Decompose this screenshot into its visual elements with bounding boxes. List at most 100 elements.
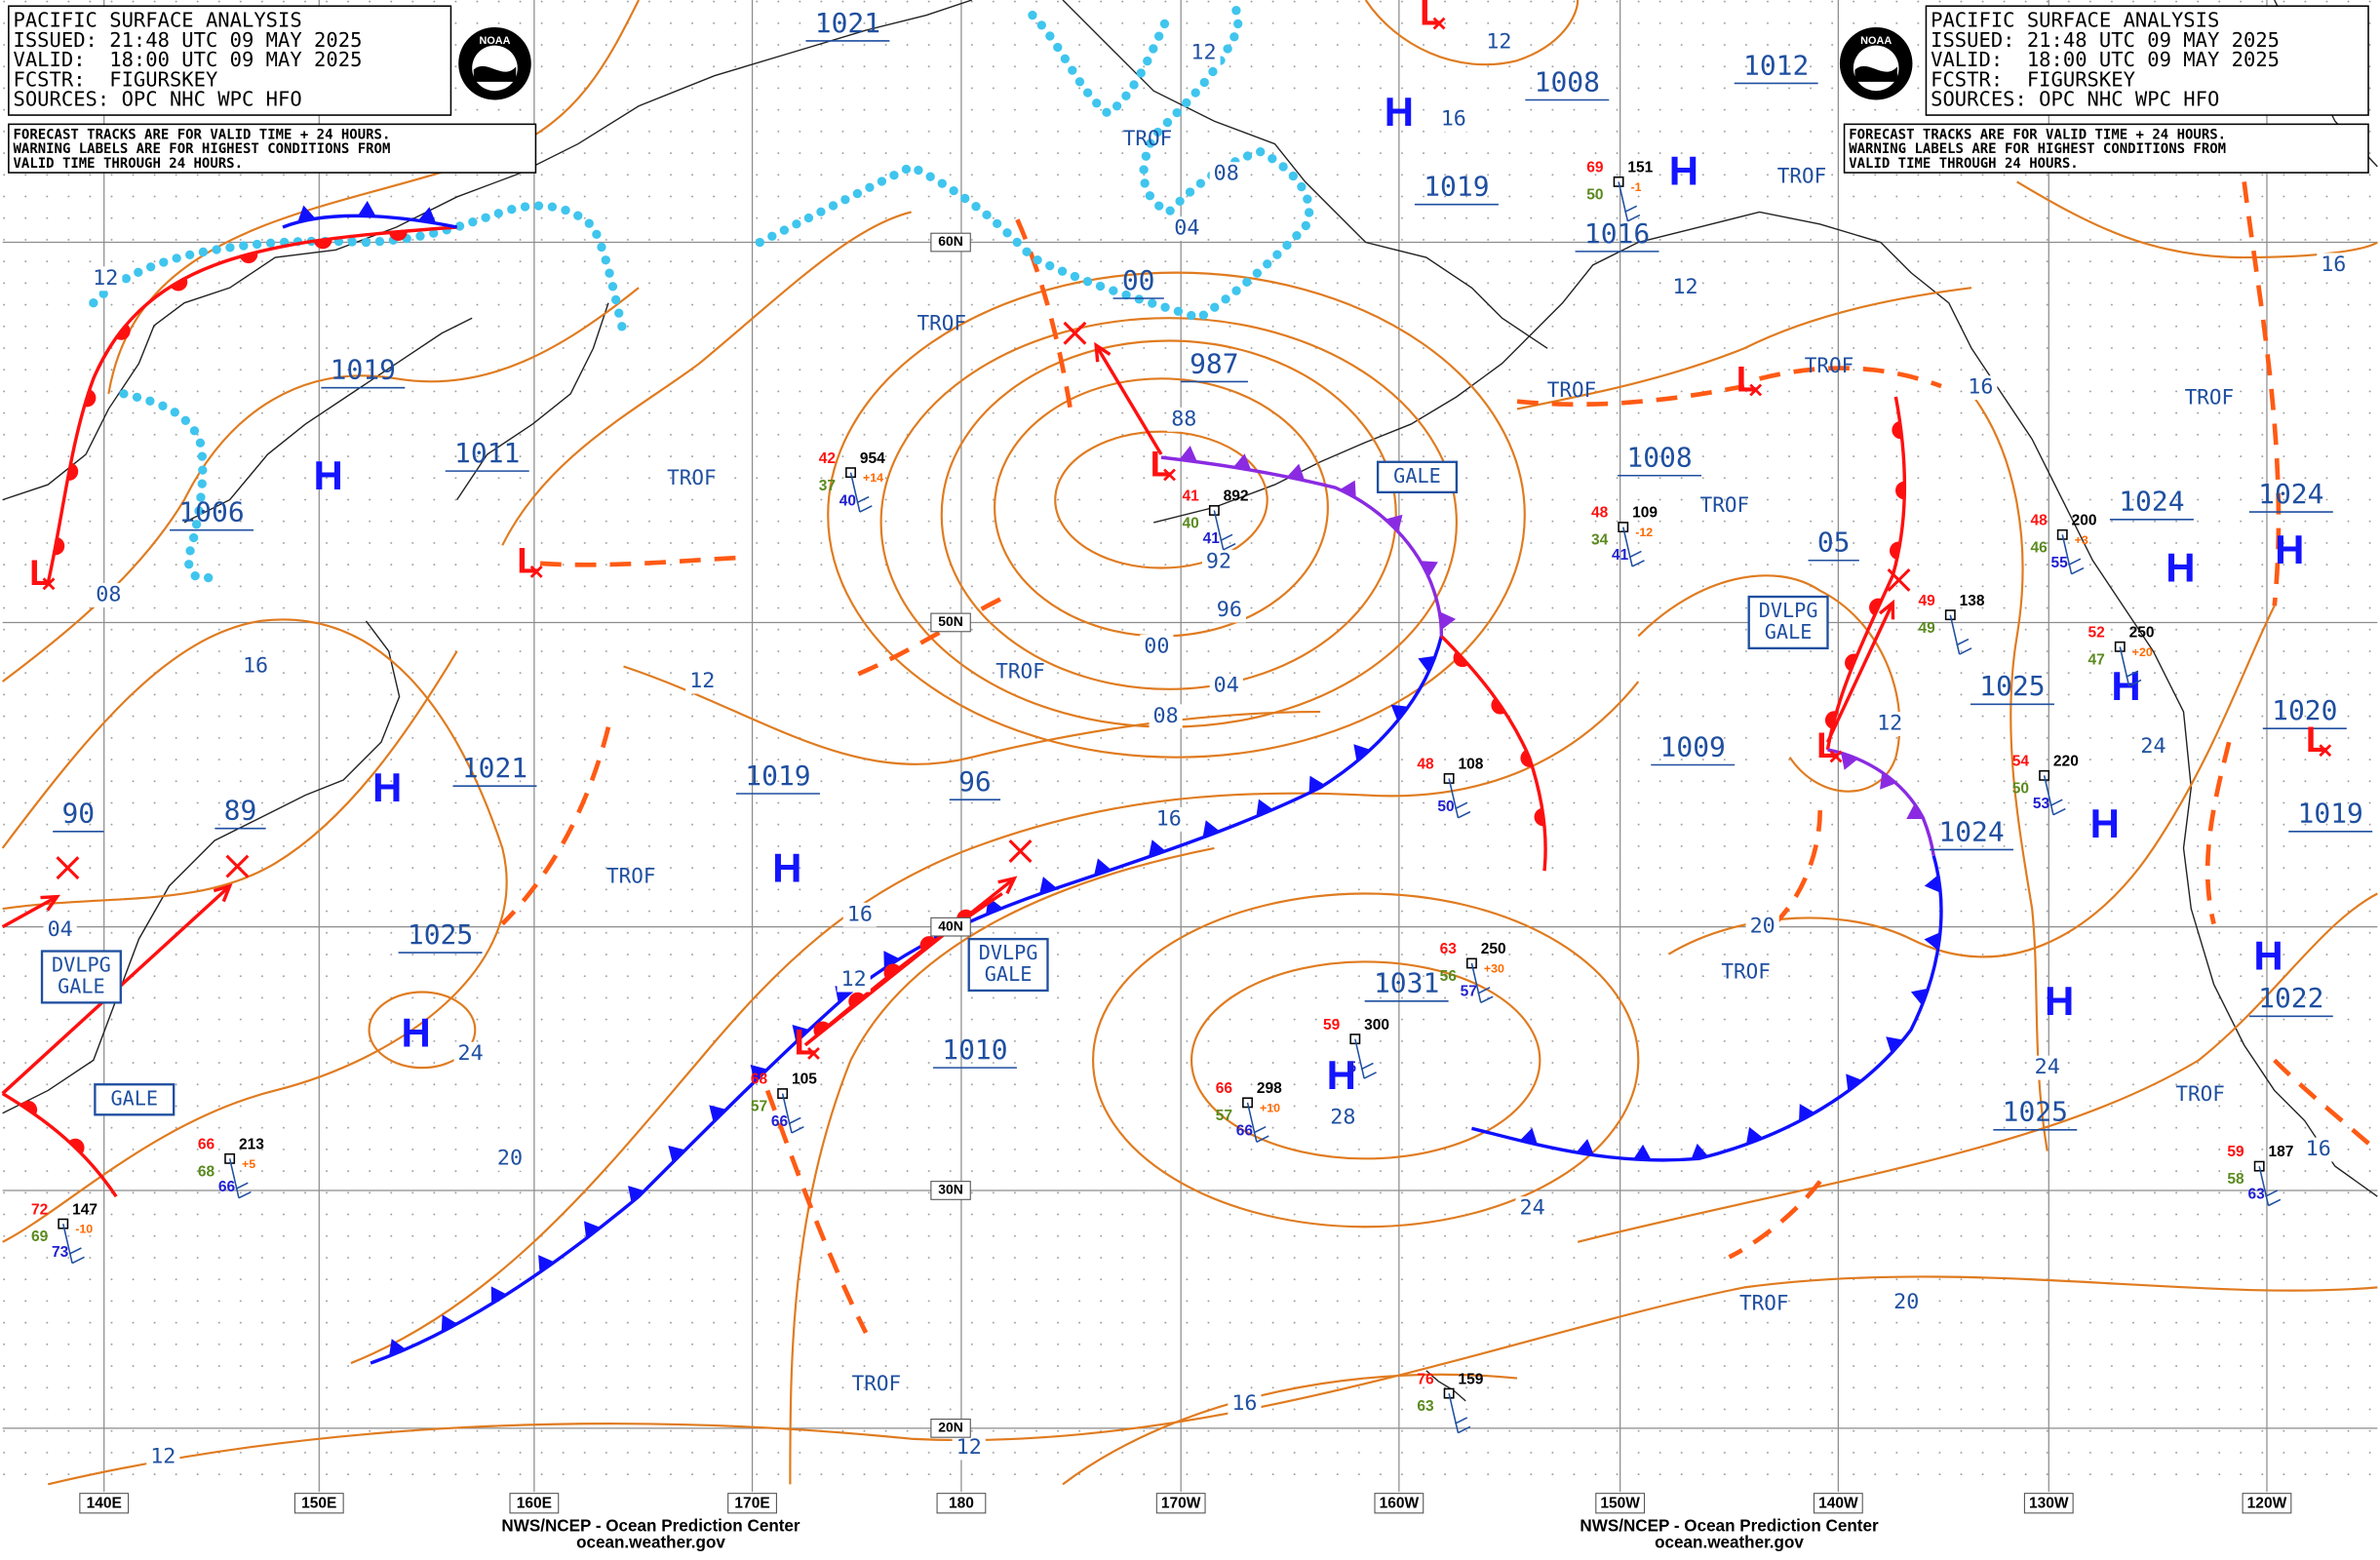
- station-pressure: 213: [239, 1136, 264, 1152]
- cold-pip: [1910, 988, 1929, 1006]
- header-line: ISSUED: 21:48 UTC 09 MAY 2025: [14, 28, 363, 52]
- isobar-label-bg: [1228, 1391, 1262, 1417]
- high-center: H: [2045, 978, 2074, 1024]
- cold-pip: [883, 951, 900, 969]
- longitude-box: [1155, 1493, 1206, 1514]
- warm-pip: [170, 277, 188, 292]
- pressure-label: 1008: [1535, 65, 1600, 98]
- occluded-pip: [1841, 753, 1858, 770]
- pressure-label: 987: [1190, 347, 1239, 379]
- occluded-pip: [1906, 803, 1925, 820]
- station-temp: 42: [819, 450, 837, 467]
- warm-pip: [848, 992, 865, 1007]
- station-pressure: 138: [1960, 593, 1985, 609]
- warm-front: [1, 1092, 118, 1198]
- station-dewpoint: 50: [1586, 186, 1603, 203]
- notes-box: [8, 123, 537, 174]
- isobar-label-bg: [1212, 598, 1246, 623]
- station-other: 66: [218, 1179, 236, 1195]
- high-center: H: [313, 452, 342, 498]
- station-dewpoint: 56: [1440, 968, 1458, 985]
- track-arrow: [1878, 599, 1895, 620]
- forecast-position: [1887, 567, 1911, 592]
- isobar-label-bg: [2317, 253, 2351, 278]
- warm-pip: [313, 238, 332, 250]
- dot-grid: [2, 0, 2378, 1493]
- warm-pip: [1534, 807, 1545, 827]
- header-box: [8, 5, 452, 116]
- trough-label: TROF: [1777, 165, 1827, 188]
- isobar-label-bg: [685, 669, 720, 694]
- footer-line: ocean.weather.gov: [576, 1533, 725, 1551]
- isobar-label-bg: [1668, 275, 1702, 300]
- station-tendency: +10: [1260, 1101, 1280, 1114]
- longitude-box: [1374, 1493, 1424, 1514]
- station-dewpoint: 58: [2227, 1171, 2244, 1188]
- station-tendency: +3: [2075, 533, 2088, 547]
- isobar-label: 16: [1968, 375, 1993, 400]
- warm-pip: [1895, 481, 1905, 500]
- warm-pip: [1845, 653, 1857, 672]
- note-line: FORECAST TRACKS ARE FOR VALID TIME + 24 …: [1849, 127, 2226, 142]
- isobar-label-bg: [842, 902, 877, 927]
- header-line: VALID: 18:00 UTC 09 MAY 2025: [1931, 48, 2280, 71]
- wind-barb: [1949, 614, 1972, 655]
- wind-barb: [1354, 1038, 1377, 1079]
- warm-pip: [1491, 697, 1505, 715]
- footer-line: NWS/NCEP - Ocean Prediction Center: [1580, 1516, 1879, 1535]
- cold-pip: [490, 1286, 507, 1305]
- station-tendency: +20: [2132, 645, 2153, 659]
- station-pressure: 159: [1458, 1371, 1483, 1387]
- trough-label: TROF: [1547, 378, 1596, 402]
- wind-barb: [1470, 962, 1494, 1004]
- pressure-label: 1011: [454, 437, 520, 469]
- logo-bird: [473, 65, 517, 82]
- longitude-box: [2023, 1493, 2074, 1514]
- warm-pip: [1824, 711, 1837, 729]
- cold-pip: [441, 1314, 458, 1333]
- longitude-label: 140W: [1818, 1496, 1858, 1512]
- isobar-label: 04: [48, 917, 73, 942]
- isobar-label-bg: [1745, 915, 1779, 940]
- isobar-label: 08: [96, 582, 121, 606]
- isobar-label-bg: [1149, 704, 1183, 729]
- station-temp: 59: [1323, 1017, 1341, 1034]
- cold-pip: [1256, 799, 1273, 817]
- warning-box: [1747, 595, 1829, 650]
- station-other: 73: [52, 1244, 69, 1261]
- station-dewpoint: 69: [31, 1228, 49, 1245]
- wind-barb: [1448, 1392, 1471, 1434]
- pressure-label: 1009: [1660, 730, 1726, 762]
- station: [1208, 505, 1220, 516]
- trough-label: TROF: [1123, 127, 1173, 150]
- cold-pip: [1353, 744, 1371, 762]
- occluded-pip: [1286, 463, 1306, 481]
- longitude-label: 170W: [1161, 1496, 1201, 1512]
- station-other: 66: [771, 1113, 789, 1130]
- cold-pip: [1039, 877, 1057, 894]
- cold-pip: [584, 1221, 601, 1239]
- station-dewpoint: 50: [2012, 780, 2029, 797]
- trough-label: TROF: [995, 660, 1045, 683]
- isobar-label: 12: [1190, 40, 1216, 64]
- station-dewpoint: 37: [819, 478, 836, 494]
- wind-barb: [1448, 778, 1471, 819]
- isobar-label: 16: [847, 902, 873, 926]
- low-x: [1432, 17, 1446, 30]
- longitude-label: 160E: [517, 1496, 552, 1512]
- note-line: VALID TIME THROUGH 24 HOURS.: [1849, 156, 2078, 172]
- station-dewpoint: 68: [198, 1163, 215, 1180]
- isobar-label: 96: [1217, 598, 1242, 622]
- isobar-label: 12: [1877, 712, 1902, 736]
- station-temp: 68: [751, 1072, 768, 1088]
- isobar-label-bg: [146, 1444, 180, 1469]
- ice-edge: [89, 0, 1314, 583]
- occluded-pip: [1340, 480, 1356, 498]
- isobar-label-bg: [1201, 549, 1236, 574]
- isobar-label: 12: [1672, 275, 1697, 299]
- station-other: 63: [2247, 1187, 2265, 1203]
- track: [1825, 602, 1894, 743]
- latitude-box: [930, 612, 971, 633]
- station-tendency: +14: [863, 471, 883, 485]
- forecast-position: [56, 856, 80, 880]
